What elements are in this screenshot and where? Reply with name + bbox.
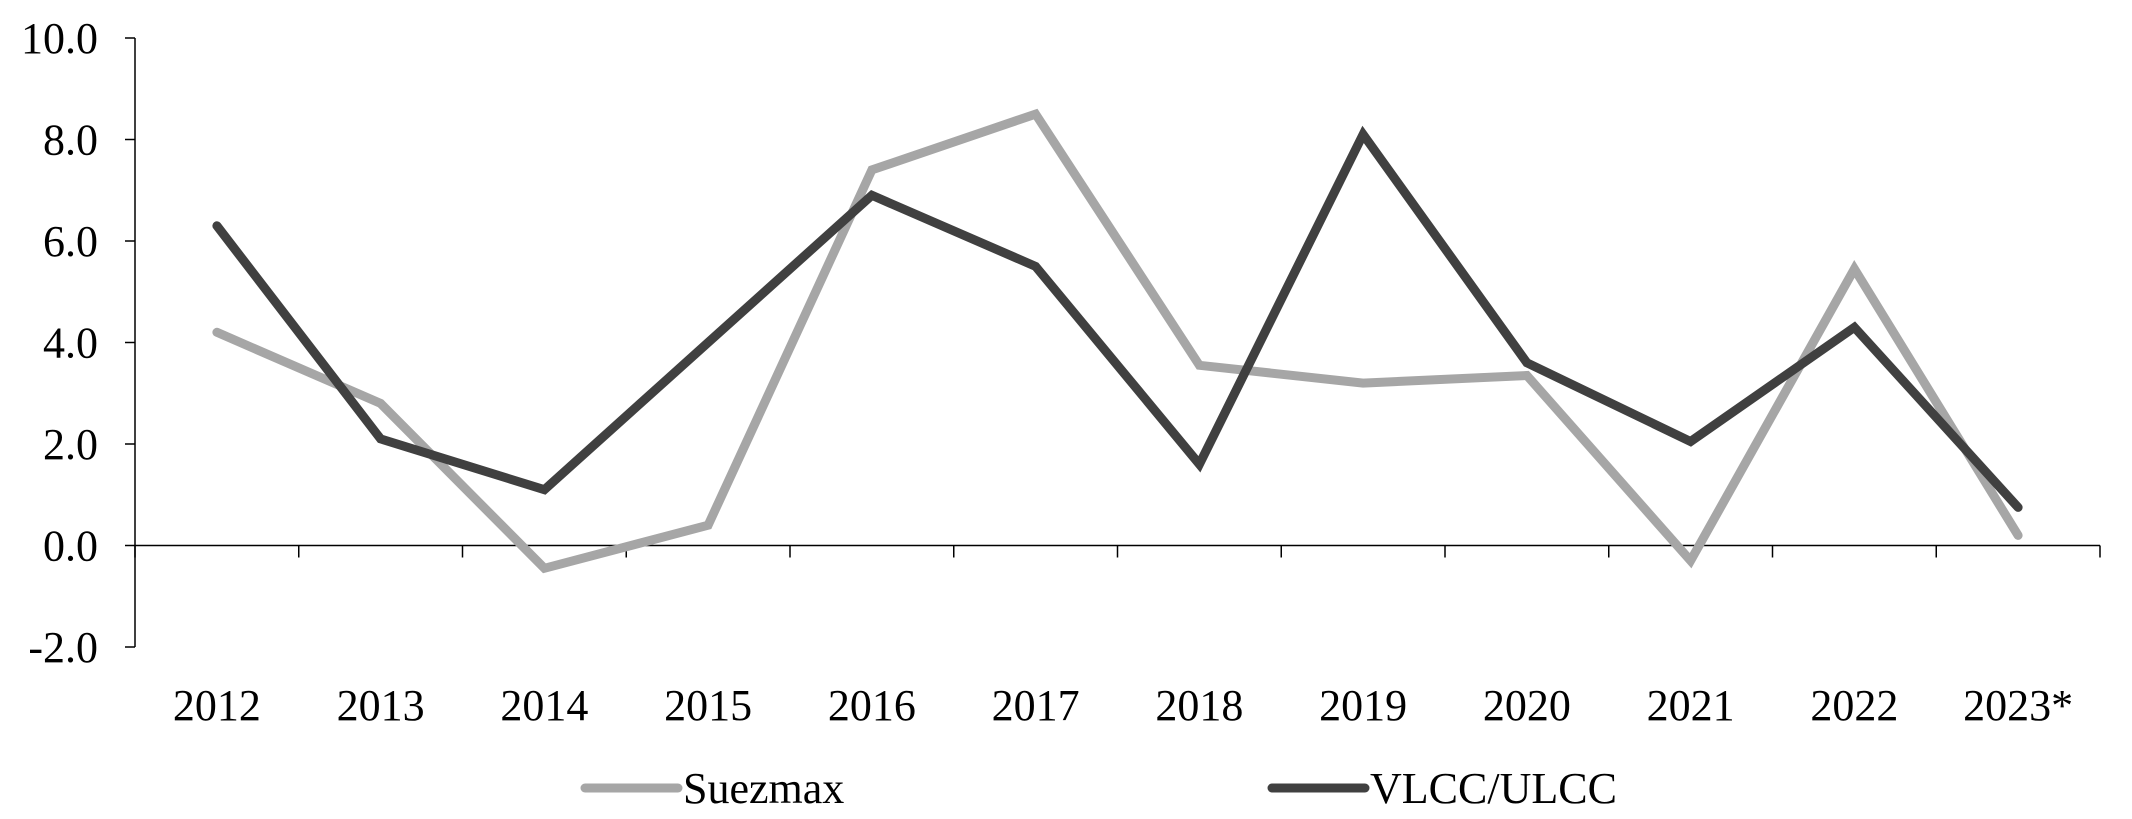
y-tick-label: 4.0 xyxy=(43,319,98,368)
x-tick-label: 2012 xyxy=(173,681,261,730)
x-tick-label: 2021 xyxy=(1647,681,1735,730)
legend-label-vlcc-ulcc: VLCC/ULCC xyxy=(1370,764,1617,813)
y-axis-ticks: -2.0 0.0 2.0 4.0 6.0 8.0 10.0 xyxy=(21,14,135,672)
y-tick-label: 6.0 xyxy=(43,217,98,266)
legend: Suezmax VLCC/ULCC xyxy=(580,764,1617,813)
x-tick-label: 2023* xyxy=(1963,681,2073,730)
y-tick-label: -2.0 xyxy=(28,623,98,672)
y-tick-label: 8.0 xyxy=(43,116,98,165)
x-tick-label: 2018 xyxy=(1155,681,1243,730)
x-tick-label: 2019 xyxy=(1319,681,1407,730)
x-tick-label: 2013 xyxy=(337,681,425,730)
series-lines xyxy=(212,108,2023,574)
y-tick-label: 2.0 xyxy=(43,420,98,469)
x-tick-label: 2017 xyxy=(992,681,1080,730)
x-tick-label: 2016 xyxy=(828,681,916,730)
y-tick-label: 0.0 xyxy=(43,522,98,571)
x-tick-label: 2020 xyxy=(1483,681,1571,730)
x-tick-label: 2022 xyxy=(1810,681,1898,730)
series-line-vlcc-ulcc xyxy=(212,125,2023,512)
legend-label-suezmax: Suezmax xyxy=(683,764,844,813)
y-tick-label: 10.0 xyxy=(21,14,98,63)
x-axis-ticks: 2012 2013 2014 2015 2016 2017 2018 2019 2020 2021… xyxy=(134,545,2101,730)
series-line-suezmax xyxy=(212,108,2023,574)
x-tick-label: 2015 xyxy=(664,681,752,730)
x-tick-label: 2014 xyxy=(500,681,588,730)
